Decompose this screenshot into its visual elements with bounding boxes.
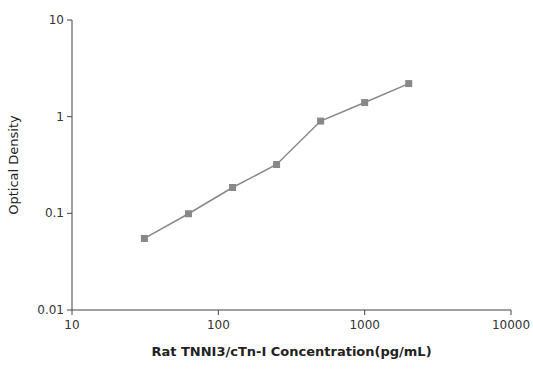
y-tick xyxy=(67,213,72,214)
data-point xyxy=(317,118,324,125)
x-tick xyxy=(218,310,219,315)
x-tick-label: 10000 xyxy=(492,318,530,332)
data-point xyxy=(405,80,412,87)
data-point xyxy=(361,99,368,106)
data-line xyxy=(144,84,408,239)
y-tick xyxy=(67,20,72,21)
data-point xyxy=(185,210,192,217)
chart-svg: 10 100 1000 10000 0.01 0.1 1 10 Rat TNNI3/cTn-I … xyxy=(0,0,533,372)
y-tick-label: 1 xyxy=(56,110,64,124)
x-tick-label: 1000 xyxy=(349,318,380,332)
x-tick-label: 10 xyxy=(64,318,79,332)
x-axis-line xyxy=(72,310,511,311)
y-tick-label: 10 xyxy=(49,13,64,27)
plot-area xyxy=(141,80,412,242)
x-tick xyxy=(364,310,365,315)
y-tick-label: 0.1 xyxy=(45,206,64,220)
y-tick-label: 0.01 xyxy=(37,303,64,317)
data-point xyxy=(273,161,280,168)
y-axis-label: Optical Density xyxy=(6,115,21,215)
x-tick-label: 100 xyxy=(207,318,230,332)
data-point xyxy=(141,235,148,242)
x-axis-label: Rat TNNI3/cTn-I Concentration(pg/mL) xyxy=(151,344,431,359)
y-tick xyxy=(67,310,72,311)
chart-container: 10 100 1000 10000 0.01 0.1 1 10 Rat TNNI3/cTn-I … xyxy=(0,0,533,372)
x-tick xyxy=(511,310,512,315)
x-tick xyxy=(72,310,73,315)
data-point xyxy=(229,184,236,191)
y-axis-line xyxy=(72,20,73,310)
y-tick xyxy=(67,116,72,117)
